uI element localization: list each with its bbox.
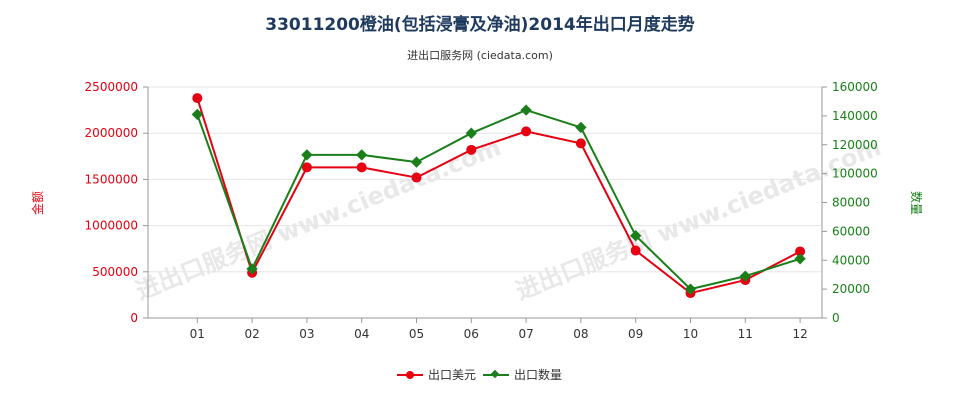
x-tick-label: 05 xyxy=(409,327,424,341)
x-tick-label: 04 xyxy=(354,327,369,341)
y-right-axis-title: 数量 xyxy=(909,191,924,215)
x-tick-label: 11 xyxy=(738,327,753,341)
data-point-usd[interactable] xyxy=(466,144,477,155)
data-point-usd[interactable] xyxy=(301,162,312,173)
y-left-tick-label: 0 xyxy=(130,311,138,325)
y-right-tick-label: 160000 xyxy=(832,80,878,94)
y-right-tick-label: 100000 xyxy=(832,167,878,181)
data-point-usd[interactable] xyxy=(356,162,367,173)
data-point-quantity[interactable] xyxy=(301,149,313,161)
y-left-tick-label: 500000 xyxy=(92,265,138,279)
y-right-tick-label: 0 xyxy=(832,311,840,325)
x-tick-label: 06 xyxy=(464,327,479,341)
series-line-quantity xyxy=(196,109,801,291)
x-tick-label: 12 xyxy=(792,327,807,341)
series-line-usd xyxy=(196,97,801,295)
legend-item-quantity[interactable]: 出口数量 xyxy=(483,367,562,382)
chart-title: 33011200橙油(包括浸膏及净油)2014年出口月度走势 xyxy=(265,14,694,35)
y-left-tick-label: 2000000 xyxy=(85,126,138,140)
x-tick-label: 08 xyxy=(573,327,588,341)
chart-subtitle: 进出口服务网 (ciedata.com) xyxy=(407,48,553,62)
y-right-tick-label: 120000 xyxy=(832,138,878,152)
data-point-usd[interactable] xyxy=(192,93,203,104)
data-point-usd[interactable] xyxy=(795,246,806,257)
y-right-tick-label: 140000 xyxy=(832,109,878,123)
data-point-quantity[interactable] xyxy=(246,263,258,275)
data-point-usd[interactable] xyxy=(521,126,532,137)
x-tick-label: 07 xyxy=(518,327,533,341)
legend: 出口美元 出口数量 xyxy=(397,367,562,382)
y-left-tick-label: 2500000 xyxy=(85,80,138,94)
data-point-quantity[interactable] xyxy=(684,283,697,295)
y-right-tick-label: 60000 xyxy=(832,224,870,238)
series-layer xyxy=(191,93,806,299)
x-tick-label: 10 xyxy=(683,327,698,341)
watermark-text: 进出口服务网 www.ciedata.com xyxy=(132,133,505,305)
legend-label-quantity: 出口数量 xyxy=(514,367,562,382)
x-tick-label: 03 xyxy=(299,327,314,341)
legend-marker-usd xyxy=(406,371,414,379)
legend-label-usd: 出口美元 xyxy=(428,368,476,382)
data-point-usd[interactable] xyxy=(575,138,586,149)
y-left-tick-label: 1000000 xyxy=(85,219,138,233)
grid-lines xyxy=(148,86,822,273)
tick-labels: 0 500000 1000000 1500000 2000000 2500000 0 2000… xyxy=(85,80,878,341)
data-point-quantity[interactable] xyxy=(520,104,532,116)
data-point-quantity[interactable] xyxy=(739,270,751,282)
watermark-text: 进出口服务网 www.ciedata.com xyxy=(512,133,885,305)
legend-item-usd[interactable]: 出口美元 xyxy=(397,368,476,382)
y-right-tick-label: 20000 xyxy=(832,282,870,296)
data-point-quantity[interactable] xyxy=(794,253,806,265)
x-tick-label: 09 xyxy=(628,327,643,341)
data-point-quantity[interactable] xyxy=(410,156,423,168)
x-tick-label: 01 xyxy=(190,327,205,341)
y-left-tick-label: 1500000 xyxy=(85,172,138,186)
data-point-quantity[interactable] xyxy=(356,149,368,161)
data-point-usd[interactable] xyxy=(630,245,641,256)
data-point-quantity[interactable] xyxy=(630,230,642,242)
data-point-quantity[interactable] xyxy=(465,127,477,139)
y-right-tick-label: 40000 xyxy=(832,253,870,267)
y-left-axis-title: 金额 xyxy=(30,191,45,215)
axes xyxy=(143,86,827,323)
legend-marker-quantity xyxy=(490,369,500,379)
y-right-tick-label: 80000 xyxy=(832,196,870,210)
data-point-quantity[interactable] xyxy=(575,121,587,134)
data-point-usd[interactable] xyxy=(411,172,422,183)
x-tick-label: 02 xyxy=(244,327,259,341)
